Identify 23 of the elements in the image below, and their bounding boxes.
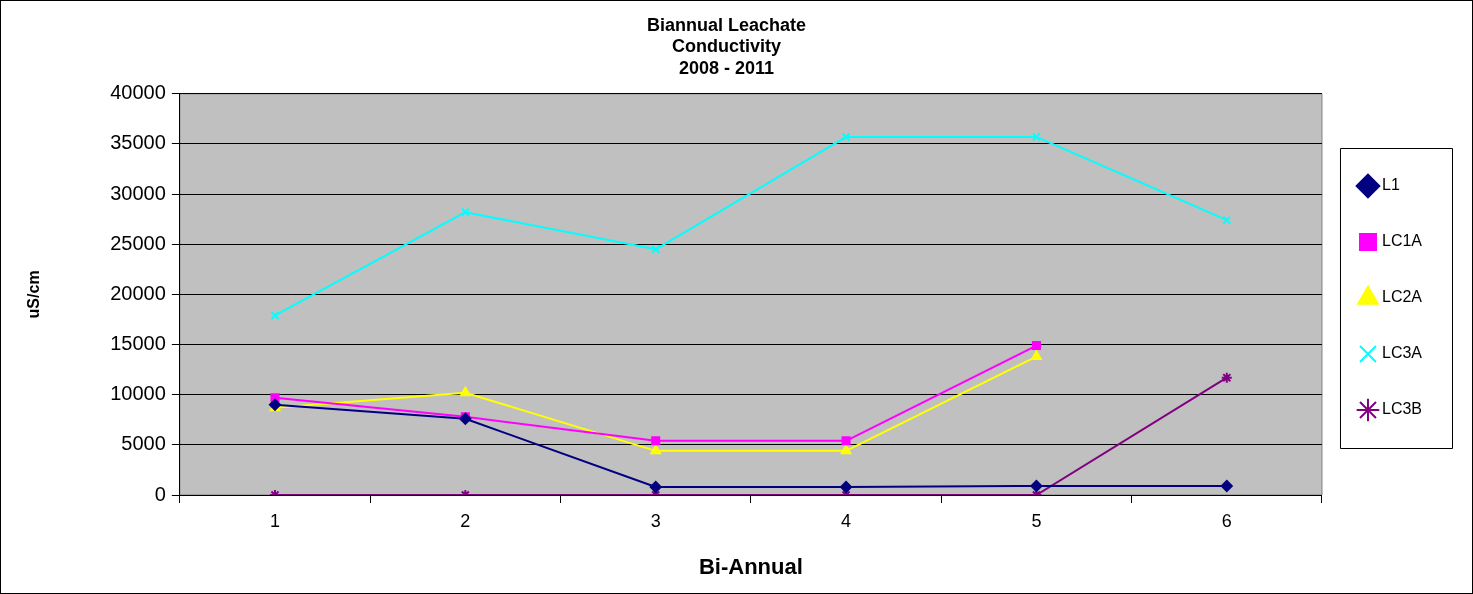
y-tick-label: 5000 bbox=[121, 432, 166, 455]
legend-label: L1 bbox=[1381, 176, 1400, 194]
y-tick-label: 35000 bbox=[110, 131, 166, 154]
x-tick-label: 6 bbox=[1221, 510, 1232, 531]
x-tick-label: 5 bbox=[1031, 510, 1042, 531]
y-tick-label: 40000 bbox=[110, 81, 166, 104]
chart-title: Biannual Leachate Conductivity 2008 - 2011 bbox=[646, 14, 807, 78]
legend-label: LC3B bbox=[1381, 400, 1423, 418]
x-tick-label: 4 bbox=[841, 510, 852, 531]
y-tick-label: 15000 bbox=[110, 332, 166, 355]
legend-label: LC3A bbox=[1381, 344, 1423, 362]
y-tick-label: 0 bbox=[154, 482, 166, 505]
legend-label: LC2A bbox=[1381, 288, 1423, 306]
x-axis-title: Bi-Annual bbox=[698, 553, 803, 579]
x-tick-label: 3 bbox=[650, 510, 661, 531]
x-tick-label: 2 bbox=[460, 510, 471, 531]
y-tick-label: 20000 bbox=[110, 281, 166, 304]
y-tick-label: 10000 bbox=[110, 382, 166, 405]
y-tick-label: 25000 bbox=[110, 231, 166, 254]
y-tick-label: 30000 bbox=[110, 181, 166, 204]
legend-label: LC1A bbox=[1381, 232, 1423, 250]
x-tick-label: 1 bbox=[269, 510, 280, 531]
y-axis-title: uS/cm bbox=[25, 270, 43, 319]
